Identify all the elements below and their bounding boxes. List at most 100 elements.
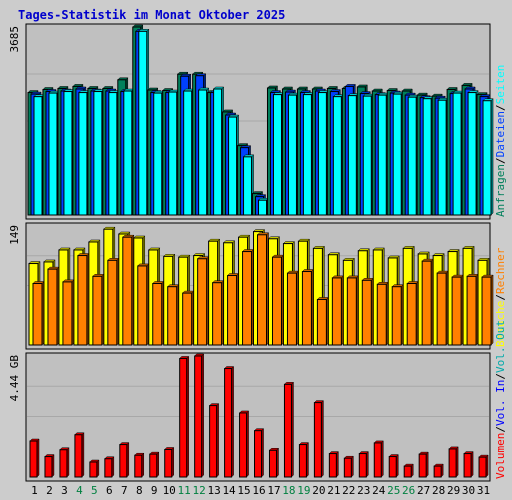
day-label-21: 21 [327, 484, 340, 497]
bar-visits-rechner-day-3 [62, 279, 75, 346]
bar-visits-rechner-day-8 [137, 263, 150, 346]
bar-volume-volumen-day-27 [418, 451, 429, 478]
bar-volume-volumen-day-17 [268, 447, 280, 478]
bar-visits-rechner-day-29 [451, 274, 464, 346]
day-label-29: 29 [447, 484, 460, 497]
bar-visits-rechner-day-18 [286, 270, 300, 346]
day-label-23: 23 [357, 484, 370, 497]
day-label-22: 22 [342, 484, 355, 497]
y-max-label-hits: 3685 [8, 26, 21, 53]
day-label-25: 25 [387, 484, 400, 497]
day-label-2: 2 [46, 484, 53, 497]
day-label-17: 17 [267, 484, 280, 497]
bar-visits-rechner-day-14 [226, 272, 240, 346]
bar-visits-rechner-day-7 [122, 234, 135, 346]
day-label-6: 6 [106, 484, 113, 497]
bar-volume-volumen-day-15 [238, 410, 250, 478]
bar-volume-volumen-day-1 [29, 438, 40, 478]
bar-visits-rechner-day-6 [107, 257, 120, 346]
legend-separator: / [494, 157, 507, 164]
chart-title: Tages-Statistik im Monat Oktober 2025 [18, 8, 285, 22]
legend-separator: / [494, 294, 507, 301]
bar-volume-volumen-day-8 [134, 452, 145, 478]
legend-entry-dateien: Dateien [494, 111, 507, 157]
bar-volume-volumen-day-19 [298, 441, 310, 478]
bar-visits-rechner-day-26 [406, 280, 419, 346]
bar-visits-rechner-day-9 [152, 280, 165, 346]
bar-visits-rechner-day-12 [197, 256, 210, 346]
day-label-20: 20 [312, 484, 325, 497]
day-label-30: 30 [462, 484, 475, 497]
bar-volume-volumen-day-3 [59, 447, 70, 478]
bar-volume-volumen-day-31 [478, 454, 489, 478]
legend-entry-seiten: Seiten [494, 65, 507, 105]
bar-visits-rechner-day-31 [481, 274, 494, 346]
day-label-12: 12 [193, 484, 206, 497]
day-label-16: 16 [252, 484, 265, 497]
bar-hits-seiten-day-31 [482, 98, 494, 216]
legend-separator: / [494, 104, 507, 111]
bar-volume-volumen-day-28 [433, 463, 444, 478]
bar-visits-rechner-day-28 [436, 270, 449, 346]
day-label-9: 9 [151, 484, 158, 497]
legend-separator: / [494, 426, 507, 433]
legend-visits: Besuche/Rechner [494, 247, 507, 347]
bar-visits-rechner-day-27 [421, 258, 434, 346]
day-label-31: 31 [477, 484, 490, 497]
bar-visits-rechner-day-13 [212, 280, 225, 346]
legend-entry-vol-in: Vol. In [494, 380, 507, 426]
legend-entry-rechner: Rechner [494, 247, 507, 294]
bar-visits-rechner-day-21 [331, 275, 344, 346]
day-label-1: 1 [31, 484, 38, 497]
legend-volume: Volumen/Vol. In/Vol. Out [494, 320, 507, 479]
bar-visits-rechner-day-19 [301, 268, 315, 346]
bar-volume-volumen-day-11 [179, 355, 190, 478]
bar-volume-volumen-day-10 [164, 446, 175, 478]
bar-visits-rechner-day-2 [47, 266, 60, 346]
panel-visits: 149 Besuche/Rechner [8, 222, 507, 350]
bar-volume-volumen-day-29 [448, 446, 459, 478]
bar-visits-rechner-day-10 [167, 284, 180, 346]
bar-volume-volumen-day-30 [463, 450, 474, 478]
x-axis-day-labels: 1 2 3 4 5 6 7 8 9 10 11 12 13 14 15 16 17 18 19 20 21 22 23 24 2… [31, 484, 490, 497]
day-label-19: 19 [297, 484, 310, 497]
bar-volume-volumen-day-4 [74, 432, 85, 478]
bar-volume-volumen-day-20 [313, 399, 324, 478]
legend-entry-volumen: Volumen [494, 433, 507, 479]
legend-hits: Anfragen/Dateien/Seiten [494, 65, 507, 217]
day-label-7: 7 [121, 484, 128, 497]
legend-entry-vol-out: Vol. Out [494, 320, 507, 373]
day-label-8: 8 [136, 484, 143, 497]
bar-visits-rechner-day-11 [182, 290, 195, 346]
bar-volume-volumen-day-18 [283, 381, 295, 478]
bar-volume-volumen-day-23 [358, 450, 369, 478]
legend-separator: / [494, 373, 507, 380]
chart-panels: 3685Anfragen/Dateien/Seiten149Besuche/Re… [8, 23, 507, 482]
bar-volume-volumen-day-7 [119, 441, 130, 478]
day-label-10: 10 [163, 484, 176, 497]
bar-visits-rechner-day-17 [271, 254, 285, 346]
legend-entry-besuche: Besuche [494, 301, 507, 347]
bar-visits-rechner-day-15 [241, 248, 255, 346]
bar-volume-volumen-day-14 [223, 365, 235, 478]
bar-visits-rechner-day-4 [77, 252, 90, 346]
day-label-14: 14 [222, 484, 236, 497]
day-label-27: 27 [417, 484, 430, 497]
bar-visits-rechner-day-20 [316, 296, 329, 346]
bar-visits-rechner-day-25 [391, 284, 404, 346]
bar-volume-volumen-day-5 [89, 459, 100, 478]
day-label-28: 28 [432, 484, 445, 497]
bar-volume-volumen-day-9 [149, 451, 160, 478]
bar-volume-volumen-day-13 [209, 402, 220, 478]
y-max-label-volume: 4.44 GB [8, 355, 21, 402]
bar-visits-rechner-day-30 [466, 273, 479, 346]
bar-visits-rechner-day-23 [361, 277, 374, 346]
bar-volume-volumen-day-24 [373, 440, 384, 478]
bar-visits-rechner-day-1 [32, 280, 45, 346]
legend-entry-anfragen: Anfragen [494, 164, 507, 217]
day-label-3: 3 [61, 484, 68, 497]
day-label-4: 4 [76, 484, 83, 497]
